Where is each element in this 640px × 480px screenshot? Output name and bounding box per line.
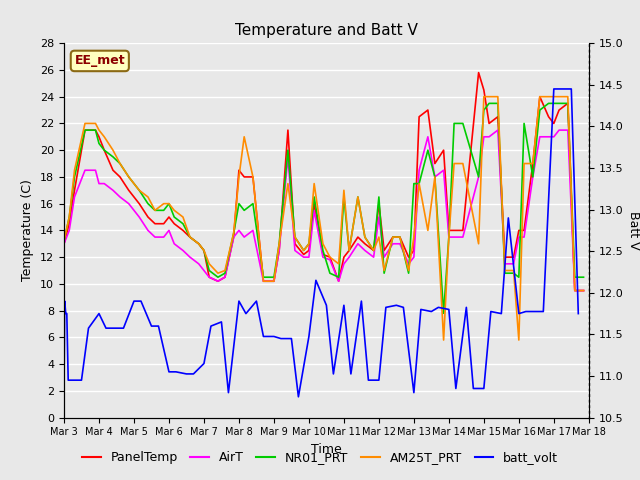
Title: Temperature and Batt V: Temperature and Batt V xyxy=(235,23,418,38)
Text: EE_met: EE_met xyxy=(74,54,125,67)
Y-axis label: Batt V: Batt V xyxy=(627,211,640,250)
X-axis label: Time: Time xyxy=(311,443,342,456)
Legend: PanelTemp, AirT, NR01_PRT, AM25T_PRT, batt_volt: PanelTemp, AirT, NR01_PRT, AM25T_PRT, ba… xyxy=(77,446,563,469)
Y-axis label: Temperature (C): Temperature (C) xyxy=(22,180,35,281)
